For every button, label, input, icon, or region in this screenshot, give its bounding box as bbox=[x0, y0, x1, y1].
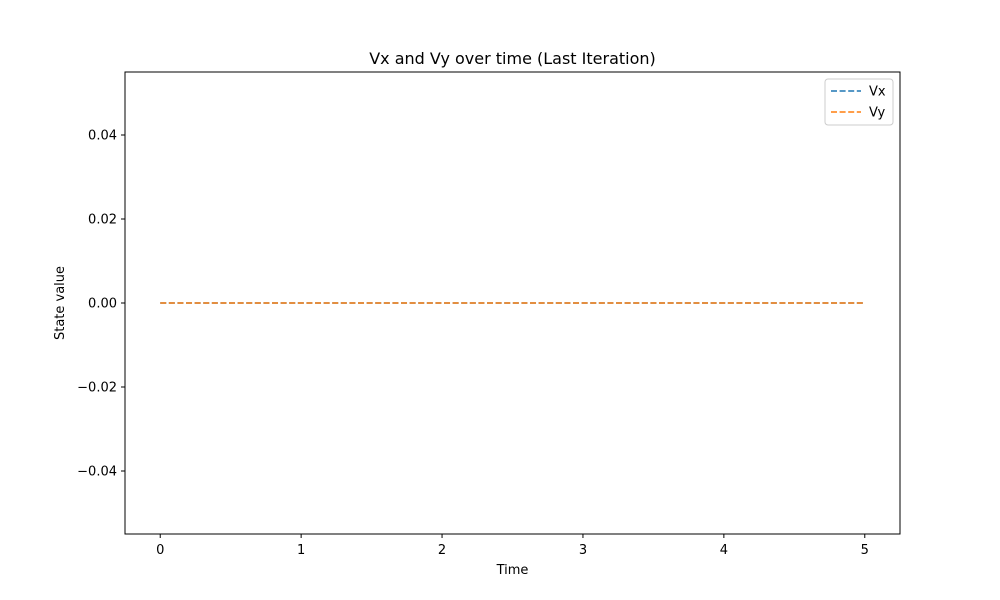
legend: Vx Vy bbox=[824, 78, 894, 126]
y-tick-label: 0.00 bbox=[88, 297, 117, 312]
x-tick-label: 5 bbox=[861, 543, 869, 558]
y-tick-label: −0.04 bbox=[77, 465, 117, 480]
y-axis-label: State value bbox=[53, 266, 68, 340]
y-tick-label: 0.04 bbox=[88, 129, 117, 144]
y-tick-label: −0.02 bbox=[77, 381, 117, 396]
x-axis-label: Time bbox=[496, 563, 529, 578]
legend-label-vy: Vy bbox=[869, 106, 886, 121]
x-tick-label: 3 bbox=[579, 543, 587, 558]
y-tick-label: 0.02 bbox=[88, 213, 117, 228]
x-tick-label: 0 bbox=[156, 543, 164, 558]
legend-label-vx: Vx bbox=[869, 85, 886, 100]
y-axis-ticks: −0.04 −0.02 0.00 0.02 0.04 bbox=[77, 129, 125, 480]
x-tick-label: 1 bbox=[297, 543, 305, 558]
x-tick-label: 2 bbox=[438, 543, 446, 558]
chart-title: Vx and Vy over time (Last Iteration) bbox=[369, 49, 656, 68]
x-axis-ticks: 0 1 2 3 4 5 bbox=[156, 534, 869, 558]
x-tick-label: 4 bbox=[720, 543, 728, 558]
